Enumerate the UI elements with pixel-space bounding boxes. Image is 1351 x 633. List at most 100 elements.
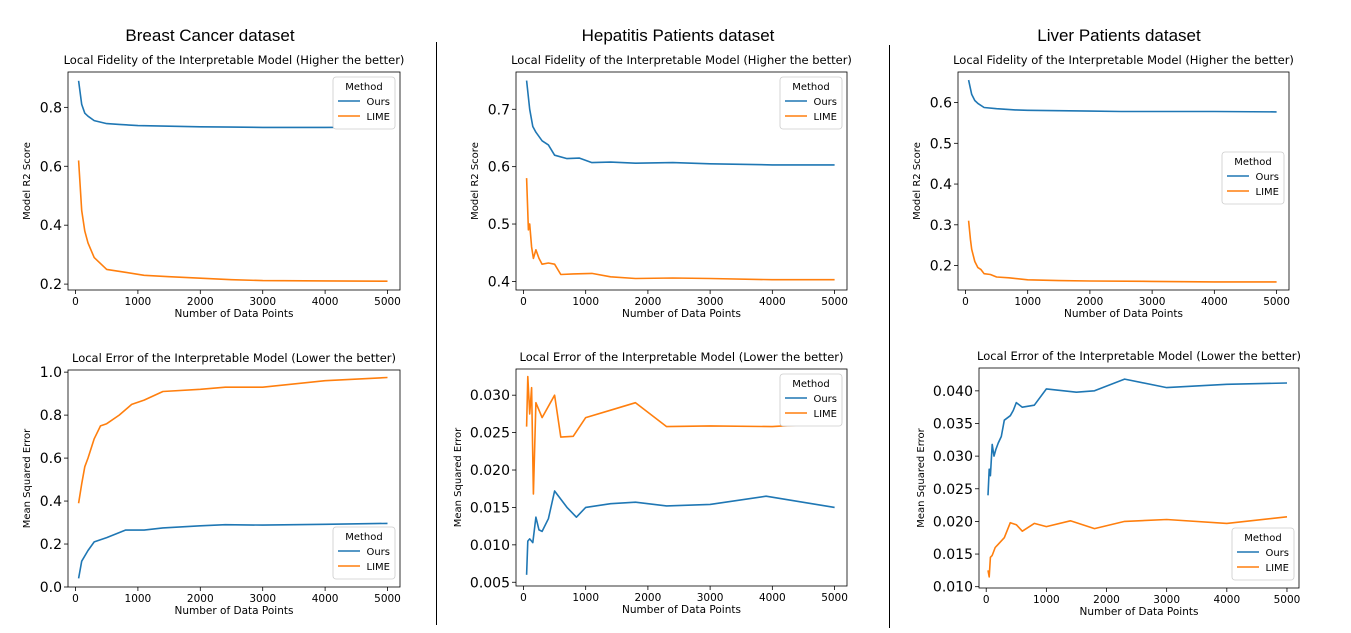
x-tick-label: 0: [72, 296, 79, 308]
y-tick-label: 0.4: [40, 494, 62, 510]
plot-frame: [978, 367, 1300, 589]
y-tick-label: 0.025: [933, 482, 973, 498]
x-tick-label: 0: [520, 296, 527, 308]
column-divider-left: [436, 42, 437, 625]
legend-label-lime: LIME: [1266, 563, 1289, 574]
y-tick-label: 0.4: [40, 218, 62, 234]
x-tick-label: 3000: [1153, 594, 1180, 606]
chart-title: Local Fidelity of the Interpretable Mode…: [953, 53, 1294, 67]
chart-panel: Local Fidelity of the Interpretable Mode…: [22, 53, 404, 320]
series-line-ours: [525, 490, 835, 575]
legend: Method Ours LIME: [332, 526, 396, 580]
y-tick-label: 0.6: [930, 96, 952, 112]
y-tick-label: 0.020: [470, 463, 510, 479]
series-line-lime: [525, 375, 835, 495]
series-line-ours: [77, 80, 388, 129]
legend-label-ours: Ours: [1255, 172, 1279, 183]
y-tick-label: 0.5: [488, 217, 510, 233]
x-tick-label: 5000: [374, 296, 401, 308]
x-tick-label: 4000: [312, 296, 339, 308]
x-tick-label: 3000: [697, 296, 724, 308]
y-tick-label: 0.6: [40, 159, 62, 175]
chart-panel: Local Fidelity of the Interpretable Mode…: [912, 53, 1294, 320]
legend-title: Method: [345, 82, 383, 93]
x-tick-label: 4000: [759, 296, 786, 308]
legend-label-ours: Ours: [813, 394, 837, 405]
x-axis-label: Number of Data Points: [622, 604, 741, 616]
x-tick-label: 1000: [125, 296, 152, 308]
plot-frame: [515, 71, 848, 291]
legend-label-ours: Ours: [813, 97, 837, 108]
x-tick-label: 5000: [374, 593, 401, 605]
x-tick-label: 2000: [635, 592, 662, 604]
x-axis-label: Number of Data Points: [175, 308, 294, 320]
series-line-lime: [987, 516, 1288, 578]
x-tick-label: 1000: [572, 592, 599, 604]
legend-title: Method: [1234, 157, 1272, 168]
y-tick-label: 0.3: [930, 218, 952, 234]
x-tick-label: 4000: [759, 592, 786, 604]
series-line-lime: [77, 160, 388, 283]
x-axis-label: Number of Data Points: [1064, 308, 1183, 320]
chart-panel: Local Error of the Interpretable Model (…: [22, 351, 401, 617]
series-line-ours: [967, 79, 1277, 113]
x-tick-label: 1000: [572, 296, 599, 308]
y-tick-label: 0.5: [930, 136, 952, 152]
y-axis-label: Model R2 Score: [470, 142, 481, 220]
series-line-lime: [967, 220, 1277, 283]
y-tick-label: 0.005: [470, 575, 510, 591]
chart-title: Local Error of the Interpretable Model (…: [977, 349, 1301, 363]
x-tick-label: 2000: [187, 593, 214, 605]
legend: Method Ours LIME: [1221, 151, 1285, 205]
x-tick-label: 3000: [249, 296, 276, 308]
chart-panel: Local Error of the Interpretable Model (…: [453, 350, 848, 616]
legend-label-ours: Ours: [366, 97, 390, 108]
x-tick-label: 0: [962, 296, 969, 308]
chart-title: Local Fidelity of the Interpretable Mode…: [64, 53, 405, 67]
y-tick-label: 0.8: [40, 408, 62, 424]
y-tick-label: 0.020: [933, 514, 973, 530]
x-tick-label: 4000: [1213, 594, 1240, 606]
x-tick-label: 2000: [1093, 594, 1120, 606]
x-tick-label: 2000: [635, 296, 662, 308]
column-divider-right: [889, 45, 890, 628]
y-axis-label: Model R2 Score: [22, 142, 33, 220]
y-tick-label: 0.030: [470, 388, 510, 404]
legend: Method Ours LIME: [779, 373, 843, 427]
x-tick-label: 5000: [821, 296, 848, 308]
y-tick-label: 0.010: [933, 580, 973, 596]
y-axis-label: Model R2 Score: [912, 142, 923, 220]
y-tick-label: 0.010: [470, 538, 510, 554]
x-tick-label: 0: [520, 592, 527, 604]
y-tick-label: 0.4: [930, 177, 952, 193]
x-tick-label: 4000: [1201, 296, 1228, 308]
plot-frame: [67, 71, 401, 291]
y-tick-label: 0.6: [40, 451, 62, 467]
series-line-lime: [77, 376, 388, 504]
x-tick-label: 2000: [187, 296, 214, 308]
x-tick-label: 0: [983, 594, 990, 606]
series-line-ours: [77, 522, 388, 579]
x-tick-label: 3000: [249, 593, 276, 605]
y-tick-label: 0.7: [488, 102, 510, 118]
chart-title: Local Fidelity of the Interpretable Mode…: [511, 53, 852, 67]
x-tick-label: 5000: [1263, 296, 1290, 308]
legend-label-lime: LIME: [367, 562, 390, 573]
y-tick-label: 0.040: [933, 384, 973, 400]
y-tick-label: 0.6: [488, 160, 510, 176]
y-tick-label: 0.2: [40, 537, 62, 553]
legend-title: Method: [792, 379, 830, 390]
dataset-title-liver: Liver Patients dataset: [1037, 26, 1201, 45]
x-tick-label: 3000: [1139, 296, 1166, 308]
legend-title: Method: [1244, 533, 1282, 544]
x-tick-label: 3000: [697, 592, 724, 604]
y-tick-label: 0.4: [488, 274, 510, 290]
plot-frame: [957, 71, 1290, 291]
y-axis-label: Mean Squared Error: [22, 428, 33, 528]
chart-panel: Local Error of the Interpretable Model (…: [916, 349, 1301, 618]
legend-label-lime: LIME: [367, 112, 390, 123]
y-tick-label: 0.030: [933, 449, 973, 465]
plot-frame: [515, 368, 848, 587]
y-tick-label: 0.8: [40, 100, 62, 116]
